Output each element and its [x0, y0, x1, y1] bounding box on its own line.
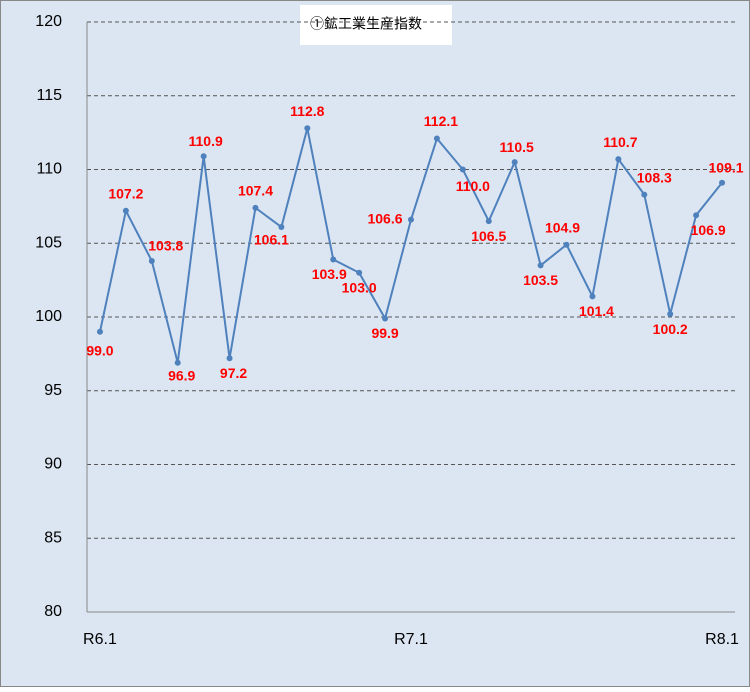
- data-label: 109.1: [709, 159, 744, 175]
- title-box: [300, 5, 452, 45]
- data-point: [174, 359, 181, 366]
- data-label: 100.2: [653, 321, 688, 337]
- data-label: 106.5: [471, 228, 506, 244]
- data-label: 112.1: [424, 113, 458, 129]
- data-label: 103.9: [312, 266, 347, 282]
- y-tick-label: 105: [35, 234, 62, 251]
- y-tick-label: 85: [44, 529, 62, 546]
- data-point: [693, 212, 700, 219]
- data-point: [356, 269, 363, 276]
- data-point: [330, 256, 337, 263]
- data-point: [382, 315, 389, 322]
- data-label: 99.9: [371, 325, 398, 341]
- data-label: 106.9: [691, 222, 726, 238]
- data-point: [719, 179, 726, 186]
- data-point: [615, 156, 622, 163]
- data-point: [148, 257, 155, 264]
- y-tick-label: 100: [35, 308, 62, 325]
- data-point: [200, 153, 207, 160]
- x-tick-label: R8.1: [705, 631, 739, 648]
- data-point: [252, 204, 259, 211]
- data-point: [304, 125, 311, 132]
- data-point: [641, 191, 648, 198]
- data-label: 112.8: [290, 103, 324, 119]
- data-point: [226, 355, 233, 362]
- y-tick-label: 95: [44, 382, 62, 399]
- data-point: [408, 216, 414, 223]
- data-label: 103.8: [148, 238, 183, 254]
- y-tick-label: 115: [36, 87, 62, 104]
- y-tick-label: 120: [35, 13, 62, 30]
- data-point: [563, 241, 570, 248]
- chart-title: ①鉱工業生産指数: [310, 16, 422, 32]
- data-point: [537, 262, 544, 269]
- data-label: 110.7: [603, 134, 637, 150]
- data-label: 96.9: [168, 367, 195, 383]
- data-point: [589, 293, 596, 300]
- y-tick-label: 90: [44, 456, 62, 473]
- data-label: 99.0: [86, 342, 113, 358]
- y-tick-label: 80: [44, 603, 62, 620]
- data-label: 106.6: [367, 210, 402, 226]
- data-label: 110.9: [189, 133, 223, 149]
- data-label: 103.0: [342, 279, 377, 295]
- y-tick-label: 110: [36, 161, 62, 178]
- data-label: 110.5: [500, 139, 534, 155]
- data-point: [485, 218, 492, 225]
- data-label: 104.9: [545, 219, 580, 235]
- data-label: 110.0: [456, 178, 490, 194]
- data-label: 103.5: [523, 272, 558, 288]
- data-point: [96, 328, 103, 335]
- data-point: [122, 207, 129, 214]
- data-label: 106.1: [254, 232, 289, 248]
- data-point: [667, 311, 674, 318]
- data-point: [278, 224, 285, 231]
- data-label: 97.2: [220, 365, 247, 381]
- data-label: 108.3: [637, 169, 672, 185]
- data-label: 107.2: [108, 186, 143, 202]
- x-tick-label: R6.1: [83, 631, 117, 648]
- data-label: 101.4: [579, 303, 614, 319]
- data-label: 107.4: [238, 183, 273, 199]
- data-point: [459, 166, 466, 173]
- data-point: [511, 159, 518, 166]
- x-tick-label: R7.1: [394, 631, 428, 648]
- data-point: [433, 135, 440, 142]
